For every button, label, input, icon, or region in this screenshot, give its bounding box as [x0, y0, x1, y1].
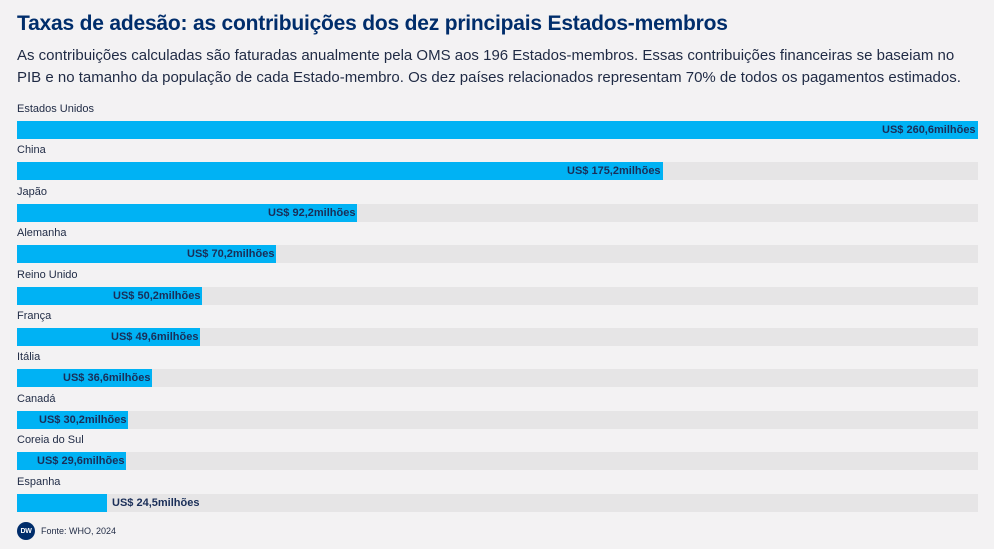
chart-subtitle: As contribuições calculadas são faturada…: [17, 47, 961, 86]
bar-franca: [17, 328, 200, 346]
bar-japao: [17, 204, 357, 222]
bar-reino-unido: [17, 287, 202, 305]
bar-track-china: US$ 175,2milhões: [17, 162, 978, 180]
chart-title: Taxas de adesão: as contribuições dos de…: [17, 12, 728, 35]
bar-track-estados-unidos: US$ 260,6milhões: [17, 121, 978, 139]
footer: DW Fonte: WHO, 2024: [17, 522, 116, 540]
category-label-coreia-do-sul: Coreia do Sul: [17, 434, 84, 446]
bar-espanha: [17, 494, 107, 512]
value-label-alemanha: US$ 70,2milhões: [187, 248, 275, 260]
category-label-china: China: [17, 144, 46, 156]
bar-coreia-do-sul: [17, 452, 126, 470]
bar-track-espanha: US$ 24,5milhões: [17, 494, 978, 512]
bar-italia: [17, 369, 152, 387]
category-label-alemanha: Alemanha: [17, 227, 67, 239]
value-label-japao: US$ 92,2milhões: [268, 207, 356, 219]
bar-track-franca: US$ 49,6milhões: [17, 328, 978, 346]
category-label-reino-unido: Reino Unido: [17, 269, 78, 281]
value-label-franca: US$ 49,6milhões: [111, 331, 199, 343]
value-label-espanha: US$ 24,5milhões: [112, 497, 200, 509]
source-note: Fonte: WHO, 2024: [41, 526, 117, 536]
category-label-estados-unidos: Estados Unidos: [17, 103, 95, 115]
category-label-canada: Canadá: [17, 393, 56, 405]
bar-track-coreia-do-sul: US$ 29,6milhões: [17, 452, 978, 470]
bar-alemanha: [17, 245, 276, 263]
value-label-estados-unidos: US$ 260,6milhões: [882, 124, 976, 136]
category-label-japao: Japão: [17, 186, 47, 198]
bar-track-alemanha: US$ 70,2milhões: [17, 245, 978, 263]
bar-estados-unidos: [17, 121, 978, 139]
bar-track-canada: US$ 30,2milhões: [17, 411, 978, 429]
value-label-reino-unido: US$ 50,2milhões: [113, 290, 201, 302]
bar-canada: [17, 411, 128, 429]
value-label-china: US$ 175,2milhões: [567, 165, 661, 177]
bar-track-italia: US$ 36,6milhões: [17, 369, 978, 387]
value-label-italia: US$ 36,6milhões: [63, 372, 151, 384]
category-label-italia: Itália: [17, 351, 41, 363]
category-label-espanha: Espanha: [17, 476, 61, 488]
bar-track-japao: US$ 92,2milhões: [17, 204, 978, 222]
bar-track-reino-unido: US$ 50,2milhões: [17, 287, 978, 305]
dw-logo-icon: DW: [17, 522, 35, 540]
bar-china: [17, 162, 663, 180]
category-label-franca: França: [17, 310, 52, 322]
value-label-coreia-do-sul: US$ 29,6milhões: [37, 455, 125, 467]
value-label-canada: US$ 30,2milhões: [39, 414, 127, 426]
